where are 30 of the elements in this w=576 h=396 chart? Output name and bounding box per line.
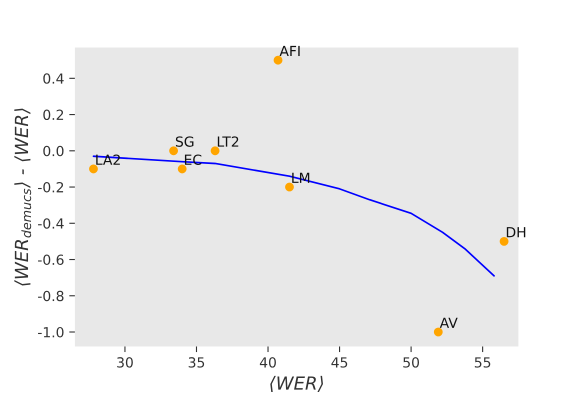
x-tick-label: 40 (260, 357, 276, 368)
point (434, 328, 443, 336)
x-tick-label: 50 (403, 357, 420, 368)
y-tick-label: -0.4 (38, 218, 64, 229)
point (500, 237, 508, 246)
annotation: AFI (280, 46, 300, 56)
x-tick-label: 30 (117, 357, 133, 368)
point (210, 146, 220, 156)
y-tick-label: -0.8 (38, 290, 64, 302)
x-axis-title: ⟨WER⟩ (270, 376, 323, 392)
y-tick-label: 0.0 (43, 146, 64, 156)
annotation: LT2 (218, 136, 238, 147)
annotation: SG (176, 136, 194, 147)
line-series (92, 155, 495, 277)
x-tick-label: 35 (188, 357, 204, 368)
annotation: AV (440, 318, 458, 328)
x-tick-label: 55 (474, 357, 490, 368)
y-tick-label: -1.0 (38, 326, 64, 338)
y-tick-label: -0.2 (38, 182, 64, 193)
annotation: DH (506, 227, 526, 238)
point (285, 182, 294, 192)
y-axis-title: ⟨WER$_{demucs}$⟩ - ⟨WER⟩ (14, 108, 32, 286)
point (89, 164, 98, 174)
x-tick-label: 45 (331, 357, 348, 368)
y-tick-label: 0.2 (43, 110, 64, 120)
y-tick-label: -0.6 (38, 254, 64, 265)
point (169, 146, 178, 156)
y-tick-label: 0.4 (43, 73, 64, 84)
point (178, 164, 187, 174)
point (274, 56, 282, 65)
